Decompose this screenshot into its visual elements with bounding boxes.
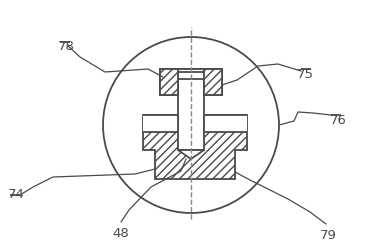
- Polygon shape: [178, 150, 204, 159]
- Text: 75: 75: [297, 68, 314, 82]
- Text: 79: 79: [320, 228, 337, 242]
- Polygon shape: [204, 115, 247, 132]
- Polygon shape: [160, 69, 178, 95]
- Text: 78: 78: [58, 41, 75, 54]
- Text: 74: 74: [8, 188, 25, 202]
- Polygon shape: [178, 72, 204, 150]
- Polygon shape: [143, 115, 178, 132]
- Text: 76: 76: [330, 114, 347, 126]
- Polygon shape: [160, 69, 222, 95]
- Text: 48: 48: [112, 226, 129, 240]
- Polygon shape: [204, 69, 222, 95]
- Polygon shape: [143, 115, 247, 179]
- Polygon shape: [178, 69, 204, 72]
